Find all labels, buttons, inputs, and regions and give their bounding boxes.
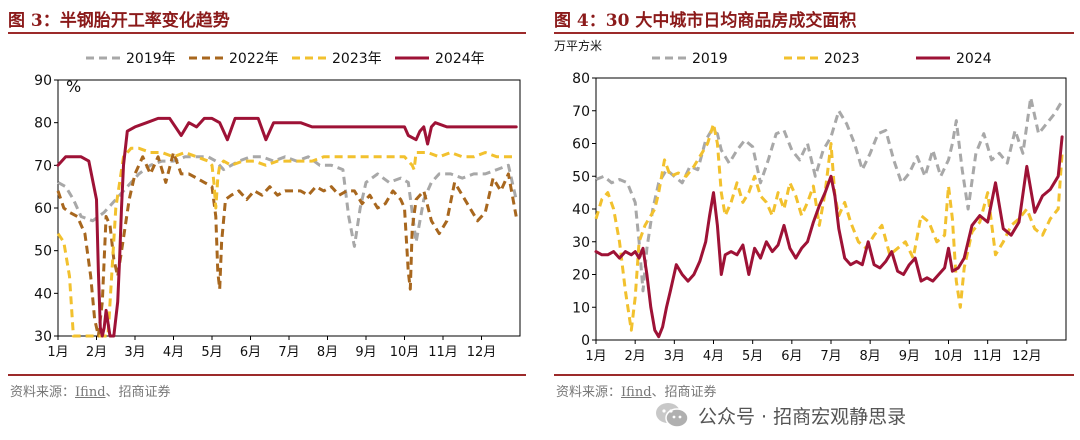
- series-line-2019: [57, 155, 518, 248]
- y-tick-label: 40: [572, 202, 590, 218]
- wechat-icon: [656, 403, 689, 428]
- x-tick-label: 6月: [781, 349, 802, 364]
- tire-utilization-chart: 30 40 50 60 70 80 90 1月 2月 3月 4月 5月 6月 7月 8月 9月 10月 11月 12…: [34, 51, 521, 360]
- series-line-2023: [56, 146, 517, 338]
- series-line-2022: [56, 151, 518, 338]
- x-tick-label: 5月: [742, 349, 763, 364]
- x-tick-label: 8月: [860, 349, 881, 364]
- x-tick-label: 7月: [820, 349, 841, 364]
- x-tick-label: 4月: [703, 349, 724, 364]
- x-tick-label: 1月: [47, 345, 68, 360]
- source-prefix: 资料来源：: [556, 385, 622, 400]
- series-line-2023: [594, 122, 1064, 332]
- x-tick-label: 1月: [585, 349, 606, 364]
- y-axis-label: 万平方米: [554, 38, 602, 53]
- source-suffix: 、招商证券: [105, 385, 171, 400]
- series-line-2024: [56, 116, 518, 338]
- x-tick-label: 12月: [1012, 349, 1042, 364]
- y-tick-label: 80: [572, 71, 590, 87]
- bottom-divider: [8, 374, 526, 376]
- title-divider: [554, 32, 1074, 34]
- y-tick-label: 60: [572, 137, 590, 153]
- x-tick-label: 9月: [355, 345, 376, 360]
- y-tick-label: 30: [34, 329, 52, 345]
- legend-label: 2024年: [435, 51, 485, 67]
- x-tick-label: 3月: [664, 349, 685, 364]
- y-tick-label: 70: [34, 158, 52, 174]
- watermark: 公众号 · 招商宏观静思录: [654, 398, 906, 432]
- x-tick-label: 9月: [899, 349, 920, 364]
- legend-label: 2022年: [229, 51, 279, 67]
- x-tick-label: 2月: [625, 349, 646, 364]
- x-tick-label: 3月: [124, 345, 145, 360]
- x-tick-label: 8月: [317, 345, 338, 360]
- y-tick-label: 90: [34, 73, 52, 89]
- legend-label: 2019年: [126, 51, 176, 67]
- panel-tire-utilization: 图 3：半钢胎开工率变化趋势 30 40 50 60 70 80 90 1月 2月 3月 4月 5月 6…: [0, 0, 532, 440]
- source-link[interactable]: Ifind: [75, 385, 106, 400]
- y-tick-label: 70: [572, 104, 590, 120]
- source-prefix: 资料来源：: [10, 385, 76, 400]
- source-link[interactable]: Ifind: [621, 385, 652, 400]
- source-note: 资料来源：Ifind、招商证券: [556, 381, 717, 400]
- legend-label: 2024: [956, 51, 992, 67]
- x-tick-label: 4月: [163, 345, 184, 360]
- y-tick-label: 50: [34, 244, 52, 260]
- series-line-2019: [595, 96, 1064, 293]
- source-note: 资料来源：Ifind、招商证券: [10, 381, 171, 400]
- y-tick-label: 0: [581, 333, 590, 349]
- x-tick-label: 11月: [428, 345, 458, 360]
- housing-sales-chart: 0 10 20 30 40 50 60 70 80 1月 2月 3月 4月 5月 6月 7月 8月 9月 10月 11…: [554, 38, 1067, 364]
- legend-label: 2023: [824, 51, 860, 67]
- series-line-2024: [594, 135, 1064, 339]
- x-tick-label: 11月: [973, 349, 1003, 364]
- y-tick-label: 10: [572, 300, 590, 316]
- x-tick-label: 10月: [390, 345, 420, 360]
- x-tick-label: 10月: [934, 349, 964, 364]
- y-tick-label: 60: [34, 201, 52, 217]
- source-suffix: 、招商证券: [651, 385, 717, 400]
- y-tick-label: 20: [572, 268, 590, 284]
- x-tick-label: 6月: [240, 345, 261, 360]
- y-tick-label: 40: [34, 286, 52, 302]
- figure-title: 图 4：30 大中城市日均商品房成交面积: [554, 11, 857, 31]
- figure-title: 图 3：半钢胎开工率变化趋势: [8, 11, 230, 31]
- panel-housing-sales: 图 4：30 大中城市日均商品房成交面积 0 10 20 30 40 50 60 70 80 1月…: [546, 0, 1080, 440]
- y-axis-label: %: [66, 77, 81, 96]
- bottom-divider: [554, 374, 1074, 376]
- y-tick-label: 50: [572, 169, 590, 185]
- legend-label: 2023年: [332, 51, 382, 67]
- x-tick-label: 5月: [201, 345, 222, 360]
- axis-frame: [595, 77, 1067, 341]
- x-tick-label: 7月: [278, 345, 299, 360]
- y-tick-label: 30: [572, 235, 590, 251]
- x-tick-label: 12月: [467, 345, 497, 360]
- y-tick-label: 80: [34, 116, 52, 132]
- watermark-text: 公众号 · 招商宏观静思录: [698, 405, 907, 428]
- title-divider: [8, 32, 526, 34]
- x-tick-label: 2月: [86, 345, 107, 360]
- legend-label: 2019: [692, 51, 728, 67]
